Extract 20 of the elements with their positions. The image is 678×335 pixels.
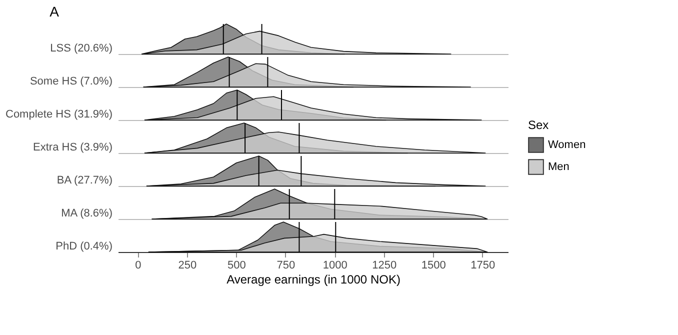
y-axis-title: MA (8.6%): [61, 208, 112, 220]
y-axis-title: Extra HS (3.9%): [33, 142, 112, 154]
legend-title: Sex: [528, 118, 549, 132]
y-axis-title: PhD (0.4%): [56, 240, 112, 252]
x-tick-label: 0: [135, 260, 142, 272]
legend-label: Women: [548, 139, 586, 151]
x-tick-label: 750: [276, 260, 296, 272]
y-axis-title: BA (27.7%): [56, 174, 112, 186]
x-tick-label: 500: [228, 260, 246, 272]
x-tick-label: 1250: [372, 260, 397, 272]
x-tick-label: 1750: [470, 260, 496, 272]
x-tick-label: 1500: [421, 260, 446, 272]
y-axis-title: LSS (20.6%): [50, 42, 112, 54]
x-tick-label: 1000: [322, 260, 348, 272]
y-axis-title: Some HS (7.0%): [30, 76, 112, 88]
y-axis-title: Complete HS (31.9%): [6, 108, 112, 120]
legend-label: Men: [548, 161, 570, 173]
x-tick-label: 250: [178, 260, 197, 272]
x-axis-title: Average earnings (in 1000 NOK): [226, 272, 400, 286]
chart-title: A: [50, 4, 60, 20]
